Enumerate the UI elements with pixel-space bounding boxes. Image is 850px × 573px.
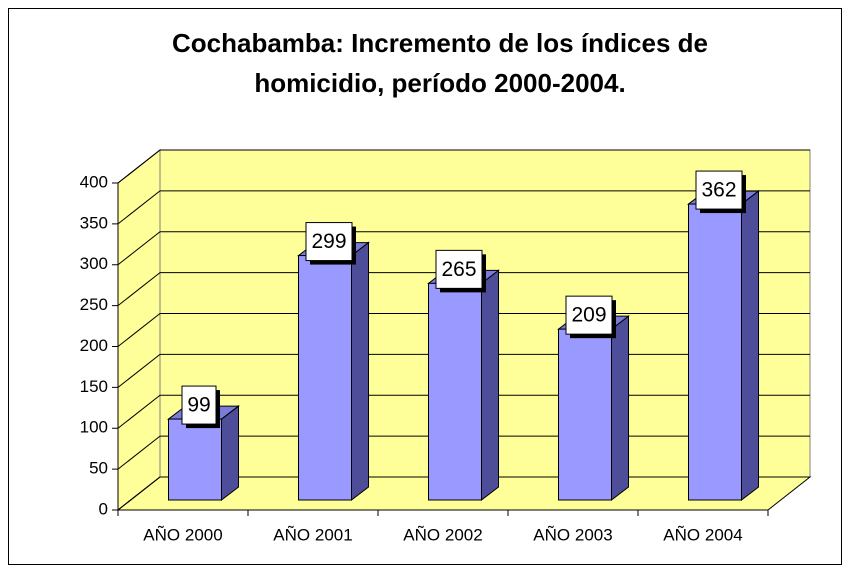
data-label-box	[565, 295, 613, 335]
x-tick-label: AÑO 2002	[403, 525, 482, 544]
y-tick-label: 300	[80, 254, 108, 273]
bar-side	[221, 405, 239, 502]
bar	[298, 255, 352, 501]
grid-line	[117, 231, 810, 266]
bar	[558, 328, 612, 501]
bar	[168, 418, 222, 501]
data-label: 265	[441, 258, 476, 281]
y-tick-label: 200	[80, 336, 108, 355]
bar-side	[741, 190, 759, 502]
grid-line	[117, 272, 810, 307]
y-tick-label: 400	[80, 172, 108, 191]
data-label: 362	[701, 179, 736, 202]
data-label: 209	[571, 304, 606, 327]
chart-title: homicidio, período 2000-2004.	[254, 68, 625, 98]
bar-side	[611, 315, 629, 502]
x-tick-label: AÑO 2000	[143, 525, 222, 544]
data-label: 299	[311, 230, 346, 253]
x-tick-label: AÑO 2001	[273, 525, 352, 544]
y-tick-label: 350	[80, 213, 108, 232]
x-tick-label: AÑO 2004	[663, 525, 742, 544]
y-tick-label: 150	[80, 377, 108, 396]
grid-line	[117, 149, 810, 184]
data-label-box	[695, 170, 743, 210]
bar	[688, 203, 742, 501]
data-label-box	[181, 385, 217, 425]
bar-side	[351, 241, 369, 502]
y-tick-label: 50	[89, 459, 108, 478]
data-label-box	[435, 249, 483, 289]
y-tick-label: 250	[80, 295, 108, 314]
x-tick-label: AÑO 2003	[533, 525, 612, 544]
data-label-box	[305, 222, 353, 262]
chart-title: Cochabamba: Incremento de los índices de	[172, 28, 708, 58]
bar-side	[481, 269, 499, 502]
grid-line	[117, 190, 810, 225]
data-label: 99	[187, 394, 210, 417]
bar	[428, 282, 482, 501]
y-tick-label: 100	[80, 418, 108, 437]
y-tick-label: 0	[99, 499, 108, 518]
